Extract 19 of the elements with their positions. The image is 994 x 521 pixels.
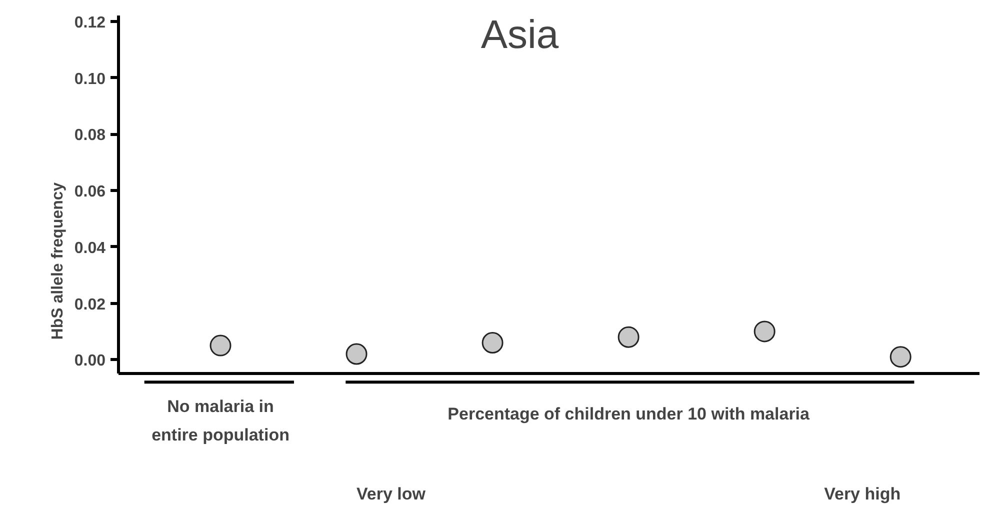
- y-tick-label: 0.06: [74, 184, 106, 201]
- y-tick-label: 0.00: [74, 352, 106, 370]
- point: [346, 343, 368, 365]
- text: No malaria in entire population: [152, 396, 290, 444]
- text: Percentage of children under 10 with malaria: [448, 404, 810, 424]
- text: Very high: [824, 484, 901, 504]
- point: [618, 326, 640, 348]
- point: [890, 346, 912, 368]
- y-tick-label: 0.12: [74, 14, 106, 32]
- point: [482, 332, 504, 354]
- y-tick-label: 0.10: [74, 70, 106, 88]
- y-axis-title: HbS allele frequency: [49, 182, 66, 340]
- y-tick-label: 0.08: [74, 127, 106, 144]
- chart-title: Asia: [480, 12, 560, 57]
- y-tick-label: 0.04: [74, 240, 106, 257]
- point: [210, 334, 232, 356]
- point: [754, 320, 776, 342]
- y-tick-label: 0.02: [74, 296, 106, 314]
- text: Very low: [356, 484, 426, 504]
